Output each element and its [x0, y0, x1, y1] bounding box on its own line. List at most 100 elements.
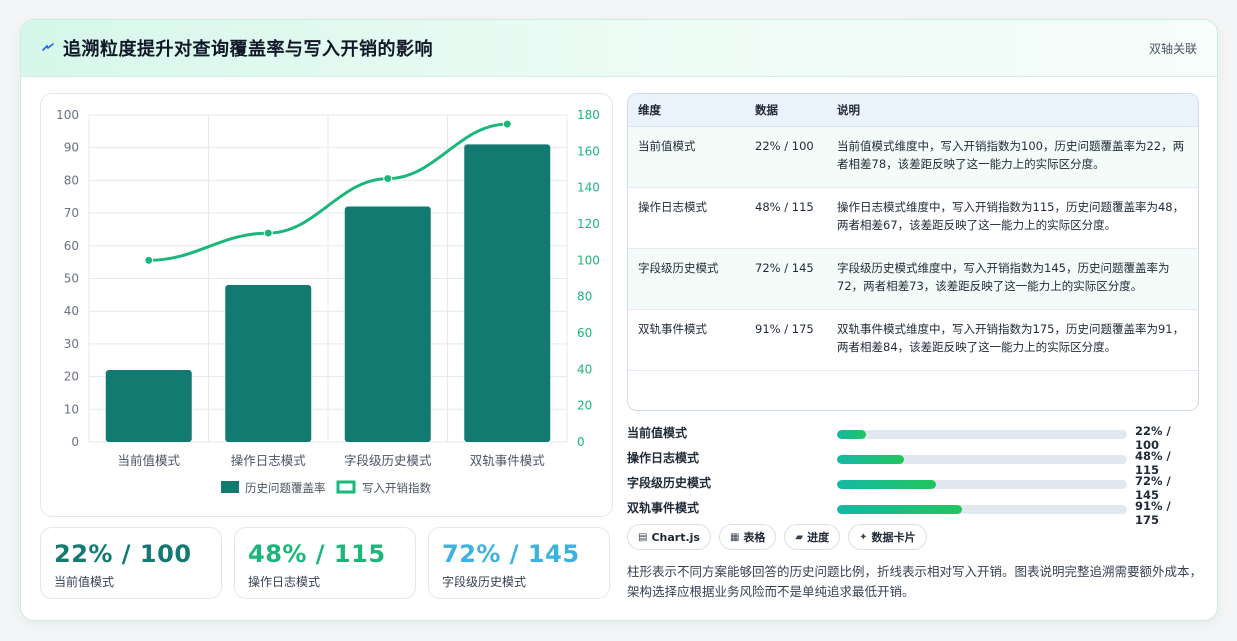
progress-value: 22% / 100	[1135, 424, 1171, 452]
cell-dimension: 双轨事件模式	[638, 321, 707, 336]
cell-data: 22% / 100	[755, 138, 814, 153]
stat-value: 72% / 145	[442, 540, 580, 568]
bar	[464, 144, 551, 442]
progress-track	[837, 505, 1127, 514]
y-left-tick-label: 80	[64, 173, 79, 187]
y-right-tick-label: 160	[577, 144, 600, 158]
table-row: 当前值模式 22% / 100 当前值模式维度中，写入开销指数为100，历史问题…	[628, 126, 1198, 187]
bar	[344, 206, 431, 442]
y-left-tick-label: 30	[64, 337, 79, 351]
y-right-tick-label: 100	[577, 253, 600, 267]
progress-track	[837, 455, 1127, 464]
progress-fill	[837, 455, 904, 464]
table-row: 操作日志模式 48% / 115 操作日志模式维度中，写入开销指数为115，历史…	[628, 187, 1198, 248]
y-left-tick-label: 70	[64, 206, 79, 220]
data-table: 维度 数据 说明 当前值模式 22% / 100 当前值模式维度中，写入开销指数…	[627, 93, 1199, 411]
cell-dimension: 当前值模式	[638, 138, 696, 153]
legend-label-bar: 历史问题覆盖率	[245, 481, 326, 495]
chip-table[interactable]: ▦ 表格	[718, 524, 777, 550]
progress-value: 91% / 175	[1135, 499, 1171, 527]
line-point	[502, 119, 512, 129]
stat-card-1: 48% / 115 操作日志模式	[234, 527, 416, 599]
table-icon: ▦	[729, 531, 740, 543]
y-right-tick-label: 120	[577, 217, 600, 231]
progress-fill	[837, 480, 936, 489]
stat-value: 48% / 115	[248, 540, 386, 568]
chart-icon: ▤	[638, 531, 648, 543]
table-header-row: 维度 数据 说明	[628, 94, 1198, 127]
progress-label: 双轨事件模式	[627, 501, 700, 515]
chart-note: 柱形表示不同方案能够回答的历史问题比例，折线表示相对写入开销。图表说明完整追溯需…	[627, 564, 1203, 599]
line-point	[144, 255, 154, 265]
chip-label: 表格	[743, 531, 766, 544]
y-left-tick-label: 90	[64, 141, 79, 155]
y-right-tick-label: 180	[577, 108, 600, 122]
series-line	[148, 122, 508, 262]
progress-row: 操作日志模式 48% / 115	[627, 446, 1197, 477]
y-right-tick-label: 0	[577, 435, 585, 449]
x-tick-label: 双轨事件模式	[470, 453, 546, 468]
chip-label: 进度	[807, 531, 830, 544]
y-left-tick-label: 40	[64, 304, 79, 318]
y-left-tick-label: 0	[71, 435, 79, 449]
chip-label: Chart.js	[651, 530, 700, 544]
y-right-tick-label: 140	[577, 181, 600, 195]
y-right-tick-label: 20	[577, 399, 592, 413]
y-left-tick-label: 50	[64, 272, 79, 286]
title-wrap: 追溯粒度提升对查询覆盖率与写入开销的影响	[41, 35, 433, 61]
x-tick-label: 当前值模式	[117, 453, 180, 468]
cell-desc: 双轨事件模式维度中，写入开销指数为175，历史问题覆盖率为91，两者相差84，该…	[837, 321, 1185, 354]
x-tick-label: 字段级历史模式	[344, 453, 432, 468]
cell-dimension: 操作日志模式	[638, 199, 707, 214]
legend-swatch-bar	[221, 481, 239, 493]
cell-data: 72% / 145	[755, 260, 814, 275]
col-header-dimension: 维度	[628, 94, 745, 127]
progress-track	[837, 480, 1127, 489]
progress-row: 双轨事件模式 91% / 175	[627, 496, 1197, 527]
progress-value: 72% / 145	[1135, 474, 1171, 502]
chip-chartjs[interactable]: ▤ Chart.js	[627, 524, 711, 550]
progress-label: 操作日志模式	[627, 451, 700, 465]
line-point	[383, 174, 393, 184]
lightning-icon	[42, 43, 54, 51]
y-right-tick-label: 60	[577, 326, 592, 340]
progress-fill	[837, 430, 866, 439]
cell-data: 48% / 115	[755, 199, 814, 214]
stat-label: 当前值模式	[54, 575, 115, 589]
y-left-tick-label: 10	[64, 402, 79, 416]
col-header-desc: 说明	[827, 94, 1198, 127]
table-row: 双轨事件模式 91% / 175 双轨事件模式维度中，写入开销指数为175，历史…	[628, 309, 1198, 370]
legend-swatch-line	[336, 480, 356, 494]
y-left-tick-label: 60	[64, 239, 79, 253]
card-icon: ✦	[859, 531, 868, 543]
cell-desc: 字段级历史模式维度中，写入开销指数为145，历史问题覆盖率为72，两者相差73，…	[837, 260, 1170, 293]
bar	[105, 370, 192, 442]
tag-chips: ▤ Chart.js ▦ 表格 ▰ 进度 ✦ 数据卡片	[627, 524, 927, 550]
chip-progress[interactable]: ▰ 进度	[784, 524, 841, 550]
header-badge: 双轴关联	[1148, 41, 1197, 56]
y-left-tick-label: 20	[64, 370, 79, 384]
progress-row: 字段级历史模式 72% / 145	[627, 471, 1197, 502]
page-title: 追溯粒度提升对查询覆盖率与写入开销的影响	[63, 39, 433, 60]
line-point	[263, 228, 273, 238]
stat-card-2: 72% / 145 字段级历史模式	[428, 527, 610, 599]
stat-card-0: 22% / 100 当前值模式	[40, 527, 222, 599]
cell-desc: 当前值模式维度中，写入开销指数为100，历史问题覆盖率为22，两者相差78，该差…	[837, 138, 1185, 171]
stat-label: 操作日志模式	[248, 575, 321, 589]
bar	[225, 285, 312, 442]
progress-label: 字段级历史模式	[627, 476, 712, 490]
stat-label: 字段级历史模式	[442, 575, 527, 589]
chart-panel: 0 10 20 30 40 50 60 70 80 90 100 0 20 40 60 80 100 120 140…	[40, 93, 613, 517]
progress-label: 当前值模式	[627, 426, 688, 440]
x-tick-label: 操作日志模式	[231, 453, 307, 468]
cell-data: 91% / 175	[755, 321, 814, 336]
legend-label-line: 写入开销指数	[362, 481, 431, 495]
stat-value: 22% / 100	[54, 540, 192, 568]
cell-desc: 操作日志模式维度中，写入开销指数为115，历史问题覆盖率为48，两者相差67，该…	[837, 199, 1185, 232]
progress-list: 当前值模式 22% / 100 操作日志模式 48% / 115 字段级历史模式…	[627, 421, 1197, 527]
y-right-tick-label: 40	[577, 362, 592, 376]
progress-icon: ▰	[795, 531, 804, 543]
progress-row: 当前值模式 22% / 100	[627, 421, 1197, 452]
chip-data-card[interactable]: ✦ 数据卡片	[848, 524, 927, 550]
header: 追溯粒度提升对查询覆盖率与写入开销的影响 双轴关联	[21, 20, 1217, 77]
